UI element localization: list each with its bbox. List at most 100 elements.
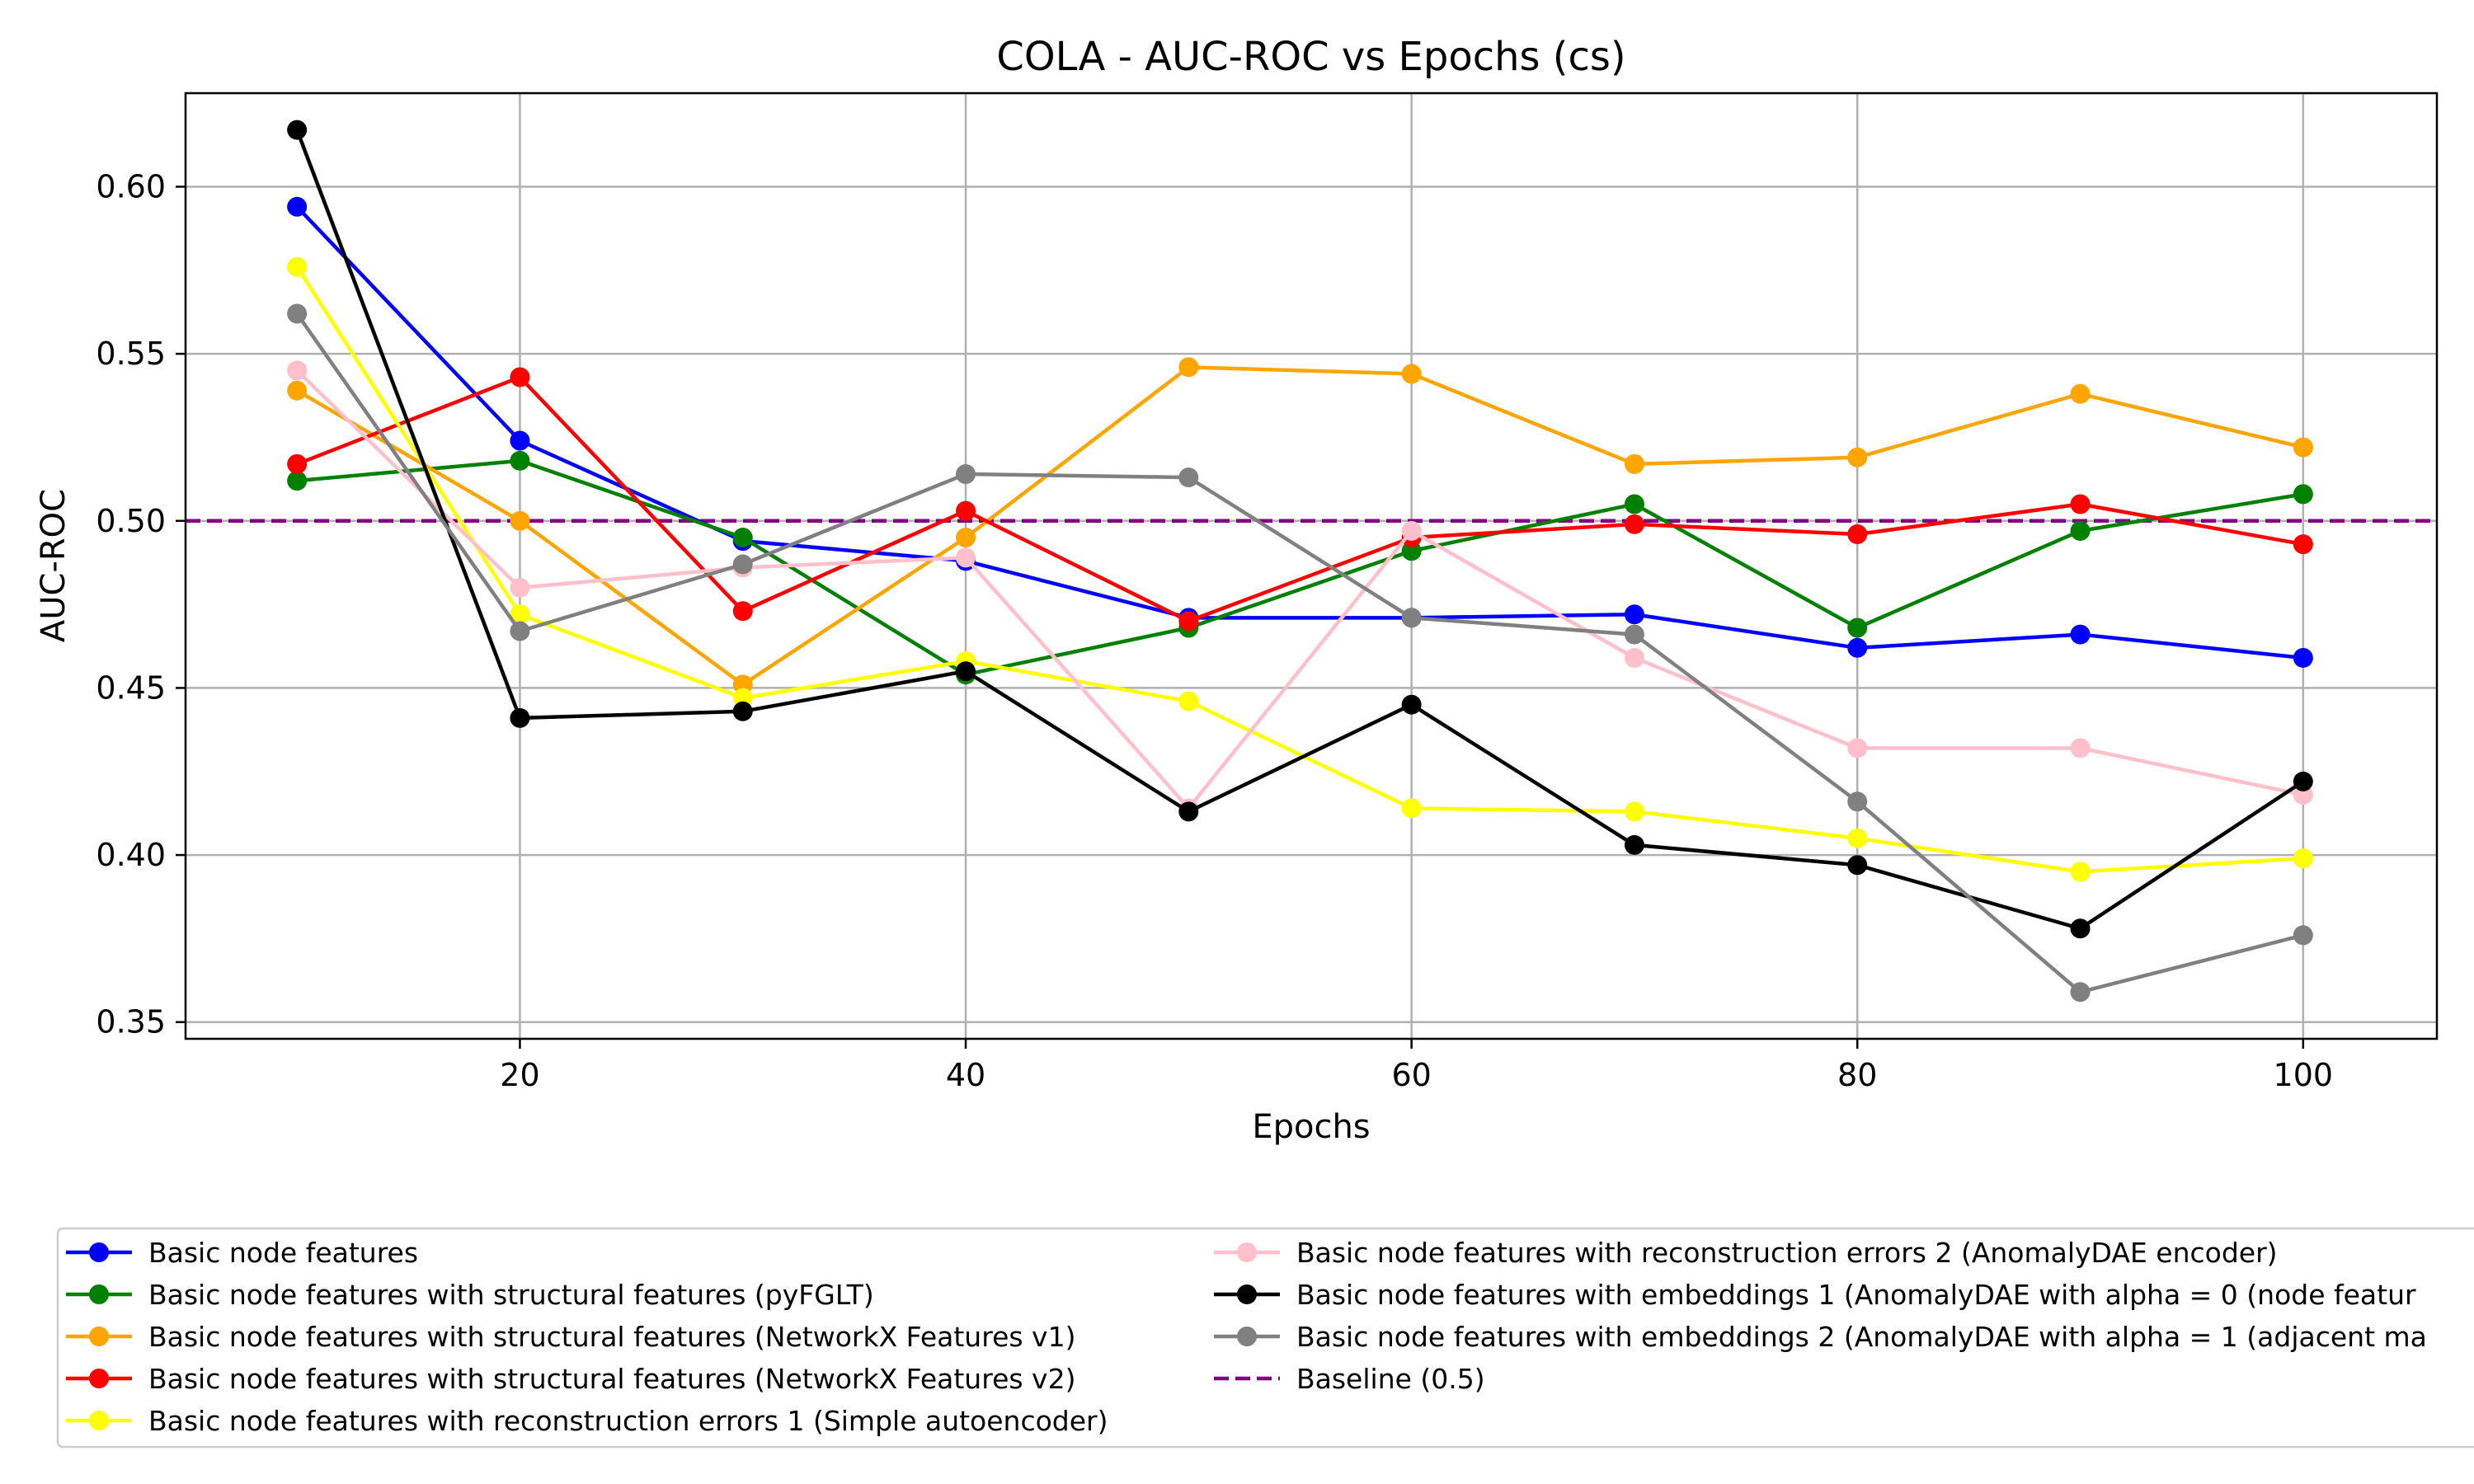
series-line [295,369,2304,810]
data-point [2070,520,2091,541]
y-tick-label: 0.40 [96,837,166,873]
series-7 [287,120,2313,939]
data-point [1624,453,1644,474]
data-point [1401,520,1422,541]
y-tick-label: 0.60 [96,168,166,204]
series-line [295,312,2304,994]
data-point [510,367,530,387]
series-layer [287,120,2313,1003]
data-point [1401,608,1422,628]
data-point [1624,834,1644,855]
data-point [510,577,530,598]
data-point [287,196,308,217]
chart-title: COLA - AUC-ROC vs Epochs (cs) [996,34,1625,80]
data-point [1624,514,1644,534]
data-point [2070,738,2091,758]
data-point [2070,982,2091,1003]
x-tick-label: 20 [500,1057,539,1093]
legend-entry: Baseline (0.5) [1214,1363,1485,1395]
series-line [295,205,2304,660]
data-point [510,621,530,641]
legend-label: Basic node features with embeddings 1 (A… [1296,1279,2416,1311]
x-tick-label: 100 [2274,1057,2334,1093]
data-point [1401,694,1422,715]
legend-label: Basic node features with reconstruction … [1296,1237,2278,1269]
data-point [1847,524,1868,544]
data-point [1624,647,1644,668]
data-point [2293,925,2313,946]
series-line [295,129,2305,931]
legend-entry: Basic node features with embeddings 2 (A… [1214,1321,2427,1353]
y-axis-label: AUC-ROC [35,489,73,642]
legend-entry: Basic node features with embeddings 1 (A… [1214,1279,2416,1311]
series-line [296,458,2304,677]
legend-entry: Basic node features with reconstruction … [66,1405,1108,1437]
legend-marker [89,1284,109,1304]
data-point [1847,738,1868,758]
data-point [510,510,530,531]
data-point [287,360,308,381]
data-point [732,528,753,548]
x-tick-label: 40 [946,1057,985,1093]
legend-entry: Basic node features [66,1237,418,1269]
data-point [2293,534,2313,555]
legend-label: Basic node features with reconstruction … [148,1405,1108,1437]
data-point [287,453,308,474]
legend-label: Basic node features with structural feat… [148,1321,1075,1353]
axis-ticks: 20 40 60 80 100 0.35 0.40 0.45 0.50 0.55 0.60 [96,168,2333,1093]
legend-marker [1237,1284,1257,1304]
legend-entry: Basic node features with structural feat… [66,1363,1075,1395]
data-point [956,547,976,568]
x-axis-label: Epochs [1252,1108,1370,1146]
data-point [1178,611,1199,632]
data-point [2070,918,2091,939]
data-point [1847,828,1868,848]
data-point [732,554,753,575]
legend-entry: Basic node features with reconstruction … [1214,1237,2278,1269]
data-point [1624,624,1644,645]
legend-label: Basic node features with embeddings 2 (A… [1296,1321,2427,1353]
data-point [956,661,976,682]
data-point [2293,647,2313,668]
legend-marker [1237,1327,1257,1346]
legend-entry: Basic node features with structural feat… [66,1321,1075,1353]
series-line [296,375,2304,623]
data-point [1401,798,1422,819]
legend-marker [1237,1242,1257,1262]
data-point [287,471,308,491]
data-point [510,604,530,625]
data-point [287,256,308,277]
data-point [510,430,530,451]
data-point [1178,691,1199,711]
data-point [287,380,308,401]
series-8 [287,303,2313,1003]
data-point [2070,862,2091,882]
legend-marker [89,1411,109,1430]
series-line [295,265,2303,874]
legend-marker [89,1327,109,1346]
data-point [510,450,530,471]
data-point [1624,494,1644,514]
legend: Basic node features Basic node features w… [56,1227,2474,1449]
data-point [1847,637,1868,658]
data-point [956,500,976,521]
data-point [287,303,308,324]
data-point [1624,801,1644,822]
data-point [287,120,308,140]
data-point [1847,618,1868,638]
data-point [1624,604,1644,625]
data-point [1847,791,1868,812]
data-point [2293,437,2313,458]
legend-marker [89,1369,109,1388]
y-tick-label: 0.35 [96,1004,166,1040]
legend-label: Basic node features with structural feat… [148,1363,1075,1395]
data-point [510,707,530,728]
data-point [1847,855,1868,876]
data-point [2070,494,2091,514]
x-tick-label: 80 [1837,1057,1877,1093]
data-point [2293,848,2313,869]
data-point [1178,357,1199,378]
y-tick-label: 0.50 [96,503,166,539]
legend-label: Baseline (0.5) [1296,1363,1485,1395]
